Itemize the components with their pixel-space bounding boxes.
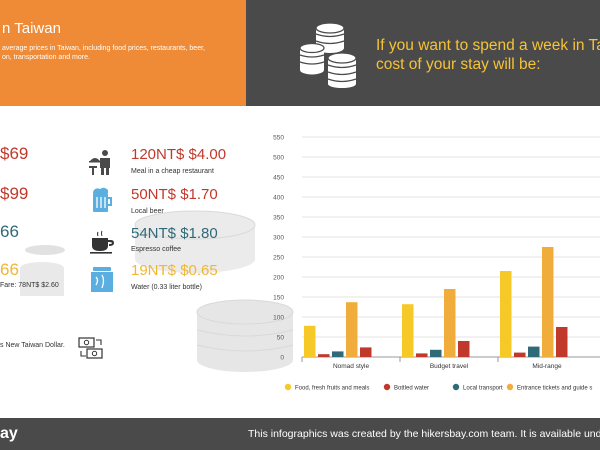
waiter-icon [89, 150, 110, 175]
bar-1-budget-travel [402, 304, 414, 357]
y-tick-label: 0 [280, 355, 284, 362]
y-tick-label: 450 [273, 175, 284, 182]
bar-5-nomad-style [360, 347, 372, 357]
water-bottle-icon [91, 267, 113, 292]
legend-label: Food, fresh fruits and meals [295, 385, 369, 391]
bar-4-budget-travel [444, 289, 456, 357]
x-tick-label: Mid-range [532, 363, 562, 370]
bar-2-budget-travel [416, 353, 428, 357]
y-tick-label: 100 [273, 315, 284, 322]
bar-4-nomad-style [346, 302, 358, 357]
beer-mug-icon [93, 187, 112, 212]
bar-3-mid-range [528, 346, 540, 357]
y-tick-label: 400 [273, 195, 284, 202]
left-price-3: 66 [0, 222, 19, 241]
header-banner-left: n Taiwan average prices in Taiwan, inclu… [0, 0, 246, 106]
x-tick-label: Nomad style [333, 363, 370, 370]
coin-stack-icon [299, 22, 357, 88]
bar-2-mid-range [514, 352, 526, 357]
legend-swatch [506, 383, 514, 391]
left-price-4: 66 [0, 260, 19, 279]
legend-swatch [383, 383, 391, 391]
bar-1-mid-range [500, 271, 512, 357]
left-fare-note: Fare: 78NT$ $2.60 [0, 282, 59, 289]
week-cost-heading: If you want to spend a week in Ta cost o… [376, 36, 600, 74]
money-exchange-icon [78, 337, 103, 359]
week-cost-line-1: If you want to spend a week in Ta [376, 37, 600, 54]
y-tick-label: 350 [273, 215, 284, 222]
week-cost-line-2: cost of your stay will be: [376, 56, 541, 73]
price-coffee: 54NT$ $1.80 [131, 225, 218, 242]
y-tick-label: 200 [273, 275, 284, 282]
footer-credit: This infographics was created by the hik… [248, 428, 600, 440]
subtitle-line-2: on, transportation and more. [2, 54, 90, 61]
bar-3-budget-travel [430, 349, 442, 357]
coffee-cup-icon [90, 230, 114, 254]
y-tick-label: 50 [277, 335, 285, 342]
bar-4-mid-range [542, 247, 554, 357]
weekly-cost-bar-chart: 0 50 100 150 200 250 300 350 400 450 500 550 Nomad s… [273, 135, 600, 391]
bar-2-nomad-style [318, 354, 330, 357]
subtitle-line-1: average prices in Taiwan, including food… [2, 45, 205, 52]
legend-swatch [452, 383, 460, 391]
y-tick-label: 300 [273, 235, 284, 242]
currency-note: s New Taiwan Dollar. [0, 342, 65, 349]
bar-5-budget-travel [458, 341, 470, 357]
page-title: n Taiwan [2, 20, 61, 37]
price-water: 19NT$ $0.65 [131, 262, 218, 279]
label-beer: Local beer [131, 208, 164, 215]
bar-3-nomad-style [332, 351, 344, 357]
label-meal: Meal in a cheap restaurant [131, 168, 214, 175]
bar-1-nomad-style [304, 325, 316, 357]
y-tick-label: 150 [273, 295, 284, 302]
legend-swatch [284, 383, 292, 391]
footer-brand: ay [0, 425, 18, 442]
footer-bar: ay This infographics was created by the … [0, 418, 600, 450]
y-tick-label: 500 [273, 155, 284, 162]
price-beer: 50NT$ $1.70 [131, 186, 218, 203]
legend-label: Local transport [463, 385, 503, 391]
page-subtitle: average prices in Taiwan, including food… [2, 44, 242, 62]
left-price-2: $99 [0, 184, 29, 203]
legend-label: Bottled water [394, 385, 429, 391]
label-coffee: Espresso coffee [131, 246, 182, 253]
price-meal: 120NT$ $4.00 [131, 146, 227, 163]
y-tick-label: 550 [273, 135, 284, 142]
x-tick-label: Budget travel [430, 363, 469, 370]
label-water: Water (0.33 liter bottle) [131, 284, 202, 291]
bar-5-mid-range [556, 327, 568, 357]
left-price-1: $69 [0, 144, 29, 163]
legend-label: Entrance tickets and guide s [517, 385, 592, 391]
y-tick-label: 250 [273, 255, 284, 262]
